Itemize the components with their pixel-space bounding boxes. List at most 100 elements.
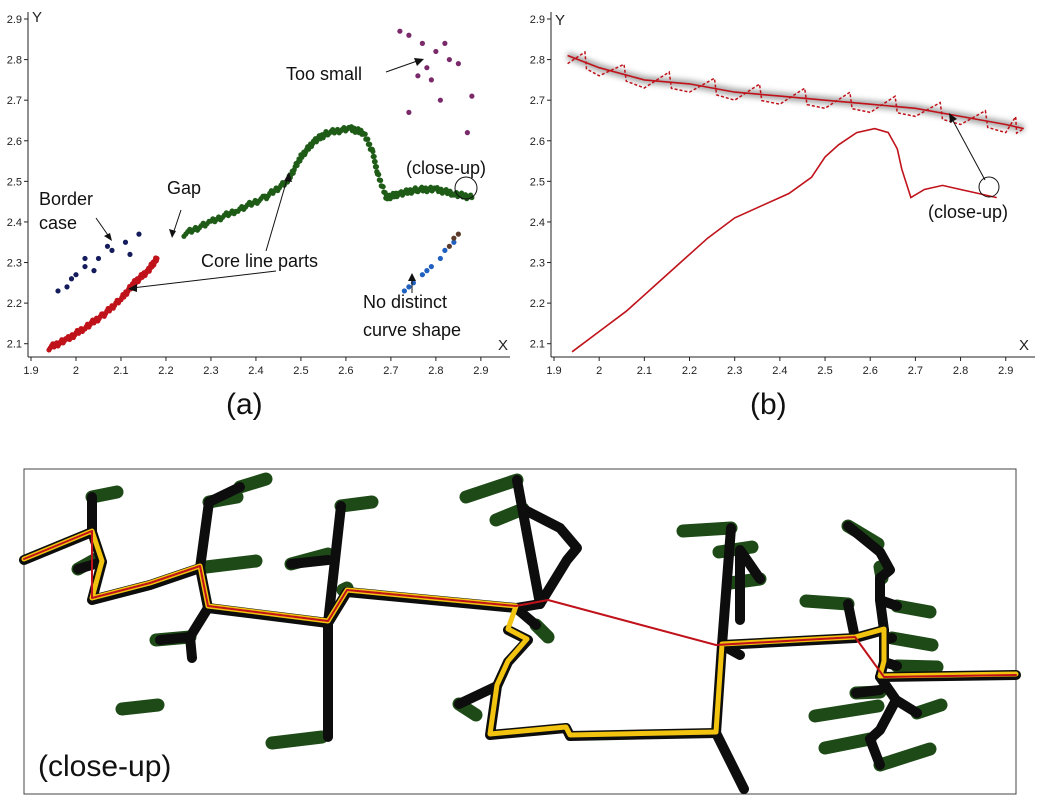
- annotation-border: Border: [39, 189, 93, 209]
- scatter-point: [464, 130, 470, 136]
- y-tick-label: 2.4: [530, 217, 545, 229]
- scatter-point: [370, 148, 376, 155]
- scatter-point: [378, 177, 384, 184]
- scatter-point: [451, 235, 457, 241]
- y-tick-label: 2.5: [7, 176, 22, 188]
- x-tick-label: 2.1: [637, 365, 652, 377]
- scatter-point: [55, 288, 61, 294]
- y-tick-label: 2.7: [530, 95, 545, 107]
- scatter-point: [455, 231, 461, 237]
- close-up-circle-a: [454, 176, 478, 200]
- scatter-point: [373, 164, 380, 170]
- arrowhead-no-distinct: [408, 273, 416, 281]
- arrowhead-close-up-b: [949, 113, 957, 123]
- annotation-gap: Gap: [167, 178, 201, 198]
- y-tick-label: 2.3: [7, 258, 22, 270]
- panel-a: 1.9 2 2.1 2.2 2.3 2.4 2.5 2.6 2.7 2.8 2.9 2.12.22.…: [7, 9, 510, 421]
- scatter-point: [419, 40, 425, 46]
- close-up-label: (close-up): [38, 750, 171, 783]
- scatter-point: [362, 131, 368, 137]
- y-tick-label: 2.6: [530, 136, 545, 148]
- annotation-core-line-parts: Core line parts: [201, 251, 318, 271]
- red-core-line: [23, 530, 1017, 678]
- y-tick-label: 2.9: [530, 14, 545, 26]
- scatter-point: [469, 93, 475, 99]
- scatter-point: [437, 97, 443, 103]
- annotation-close-up-b: (close-up): [928, 202, 1008, 222]
- panel-close-up: (close-up): [19, 468, 1021, 795]
- scatter-point: [406, 109, 412, 115]
- x-tick-label: 2.1: [113, 365, 128, 377]
- scatter-point: [401, 288, 407, 294]
- x-tick-label: 2.7: [383, 365, 398, 377]
- y-tick-label: 2.1: [530, 339, 545, 351]
- panel-b-y-name: Y: [555, 12, 565, 29]
- scatter-point: [451, 239, 457, 245]
- scatter-point: [442, 247, 448, 253]
- panel-b: 1.9 2 2.1 2.2 2.3 2.4 2.5 2.6 2.7 2.8 2.9 2.1 2.2 2.…: [530, 12, 1035, 421]
- panel-b-label: (b): [750, 388, 787, 421]
- scatter-point: [365, 136, 371, 142]
- scatter-point: [437, 255, 443, 262]
- scatter-point: [104, 243, 111, 249]
- scatter-point: [376, 171, 382, 178]
- scatter-point: [380, 184, 386, 190]
- arrowhead-gap: [169, 229, 176, 238]
- x-tick-label: 2.8: [428, 365, 443, 377]
- x-tick-label: 2.8: [953, 365, 968, 377]
- y-tick-label: 2.7: [7, 95, 22, 107]
- scatter-point: [64, 284, 70, 290]
- y-tick-label: 2.4: [7, 217, 22, 229]
- annotation-too-small: Too small: [286, 64, 362, 84]
- scatter-point: [109, 247, 115, 253]
- y-tick-label: 2.5: [530, 176, 545, 188]
- annotation-no-distinct: No distinct: [363, 292, 447, 312]
- y-tick-label: 2.8: [7, 55, 22, 67]
- scatter-point: [419, 272, 425, 278]
- x-tick-label: 2.5: [293, 365, 308, 377]
- arrowhead-core-to-green: [284, 172, 292, 182]
- scatter-point: [442, 40, 448, 46]
- scatter-point: [122, 239, 129, 245]
- panel-a-x-ticks: 1.9 2 2.1 2.2 2.3 2.4 2.5 2.6 2.7 2.8 2.9: [23, 357, 489, 377]
- y-tick-label: 2.2: [7, 298, 22, 310]
- x-tick-label: 2.6: [338, 365, 353, 377]
- annotation-curve-shape: curve shape: [363, 320, 461, 340]
- scatter-point: [372, 159, 378, 165]
- scatter-point: [424, 65, 430, 71]
- scatter-point: [406, 32, 412, 38]
- scatter-point: [127, 251, 133, 258]
- arrow-core-to-red: [131, 270, 277, 289]
- panel-b-y-ticks: 2.1 2.2 2.3 2.4 2.5 2.6 2.7 2.8 2.9: [530, 14, 551, 351]
- panel-b-shifted-curve: [567, 54, 1024, 130]
- x-tick-label: 2.7: [908, 365, 923, 377]
- panel-b-x-ticks: 1.9 2 2.1 2.2 2.3 2.4 2.5 2.6 2.7 2.8 2.9: [546, 357, 1013, 377]
- x-tick-label: 2.4: [772, 365, 787, 377]
- x-tick-label: 1.9: [546, 365, 561, 377]
- close-up-tree: [19, 472, 1021, 794]
- y-tick-label: 2.2: [530, 298, 545, 310]
- scatter-point: [455, 61, 461, 67]
- y-tick-label: 2.9: [7, 14, 22, 26]
- panel-b-x-name: X: [1019, 337, 1029, 354]
- scatter-point: [428, 77, 434, 83]
- scatter-point: [415, 73, 421, 79]
- arrowhead-border: [104, 233, 112, 241]
- panel-a-y-ticks: 2.1 2.2 2.3 2.4 2.5 2.6 2.7 2.8 2.9: [7, 14, 28, 351]
- scatter-point: [367, 141, 373, 147]
- panel-a-label: (a): [226, 388, 263, 421]
- y-tick-label: 2.6: [7, 136, 22, 148]
- panel-a-x-name: X: [498, 337, 508, 354]
- y-tick-label: 2.3: [530, 258, 545, 270]
- arrowhead-too-small: [414, 58, 424, 66]
- y-tick-label: 2.8: [530, 55, 545, 67]
- x-tick-label: 2.5: [817, 365, 832, 377]
- scatter-point: [82, 263, 88, 270]
- x-tick-label: 2.9: [473, 365, 488, 377]
- arrow-core-to-green: [265, 175, 289, 252]
- x-tick-label: 2: [596, 365, 602, 377]
- x-tick-label: 1.9: [23, 365, 38, 377]
- scatter-point: [397, 28, 403, 34]
- annotation-case: case: [39, 213, 77, 233]
- x-tick-label: 2: [73, 365, 79, 377]
